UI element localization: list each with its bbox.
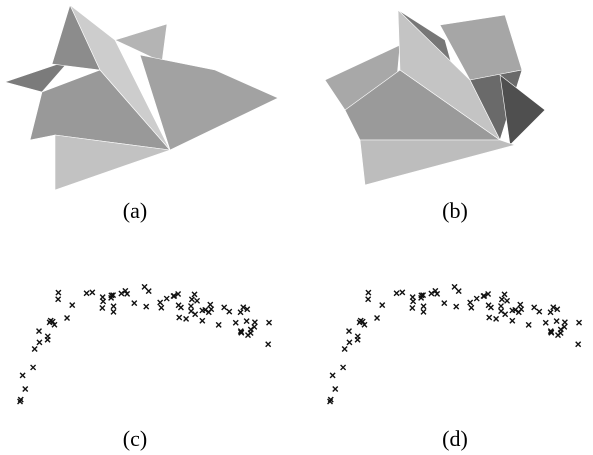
point (562, 320, 567, 325)
point (132, 301, 137, 306)
point (164, 296, 169, 301)
point (347, 329, 352, 334)
point (410, 295, 415, 300)
point (70, 303, 75, 308)
point (90, 290, 95, 295)
point (208, 302, 213, 307)
panel-d-points (328, 284, 582, 404)
point (111, 309, 116, 314)
point (366, 297, 371, 302)
point (37, 340, 42, 345)
facet (360, 140, 515, 185)
point (32, 347, 37, 352)
point (266, 342, 271, 347)
point (347, 340, 352, 345)
point (100, 305, 105, 310)
point (245, 333, 250, 338)
point (233, 320, 238, 325)
point (244, 319, 249, 324)
point (193, 312, 198, 317)
point (380, 303, 385, 308)
point (503, 312, 508, 317)
point (454, 304, 459, 309)
point (184, 316, 189, 321)
panel-label: (b) (442, 198, 468, 223)
panel-b-shape (325, 10, 545, 185)
point (442, 301, 447, 306)
point (342, 347, 347, 352)
point (238, 310, 243, 315)
point (37, 329, 42, 334)
point (158, 300, 163, 305)
panel-label: (c) (123, 426, 147, 451)
point (330, 373, 335, 378)
point (555, 333, 560, 338)
point (452, 284, 457, 289)
point (333, 387, 338, 392)
point (474, 296, 479, 301)
point (355, 337, 360, 342)
point (142, 284, 147, 289)
point (100, 295, 105, 300)
point (494, 316, 499, 321)
point (84, 291, 89, 296)
point (548, 310, 553, 315)
panel-label: (d) (442, 426, 468, 451)
point (23, 387, 28, 392)
point (510, 318, 515, 323)
point (200, 318, 205, 323)
point (400, 290, 405, 295)
point (499, 297, 504, 302)
point (421, 304, 426, 309)
point (554, 319, 559, 324)
point (216, 322, 221, 327)
point (189, 297, 194, 302)
point (519, 307, 524, 312)
point (56, 290, 61, 295)
point (177, 315, 182, 320)
panel-label: (a) (123, 198, 147, 223)
point (65, 315, 70, 320)
figure: (a) (b) (c) (d) (0, 0, 593, 455)
point (366, 290, 371, 295)
point (421, 309, 426, 314)
panel-c-points (18, 284, 272, 404)
point (195, 298, 200, 303)
point (394, 291, 399, 296)
point (487, 315, 492, 320)
point (526, 322, 531, 327)
point (341, 365, 346, 370)
point (159, 305, 164, 310)
point (518, 302, 523, 307)
point (176, 303, 181, 308)
point (252, 320, 257, 325)
point (410, 305, 415, 310)
point (576, 342, 581, 347)
panel-a-shape (5, 5, 278, 190)
point (56, 297, 61, 302)
point (227, 309, 232, 314)
point (532, 305, 537, 310)
point (537, 309, 542, 314)
facet (500, 75, 545, 145)
point (267, 320, 272, 325)
point (144, 304, 149, 309)
point (543, 320, 548, 325)
point (222, 305, 227, 310)
point (468, 300, 473, 305)
point (577, 320, 582, 325)
point (20, 373, 25, 378)
point (188, 304, 193, 309)
point (502, 292, 507, 297)
point (505, 298, 510, 303)
point (498, 304, 503, 309)
point (45, 337, 50, 342)
point (192, 292, 197, 297)
point (31, 365, 36, 370)
point (111, 304, 116, 309)
point (209, 307, 214, 312)
point (469, 305, 474, 310)
point (375, 315, 380, 320)
point (486, 303, 491, 308)
